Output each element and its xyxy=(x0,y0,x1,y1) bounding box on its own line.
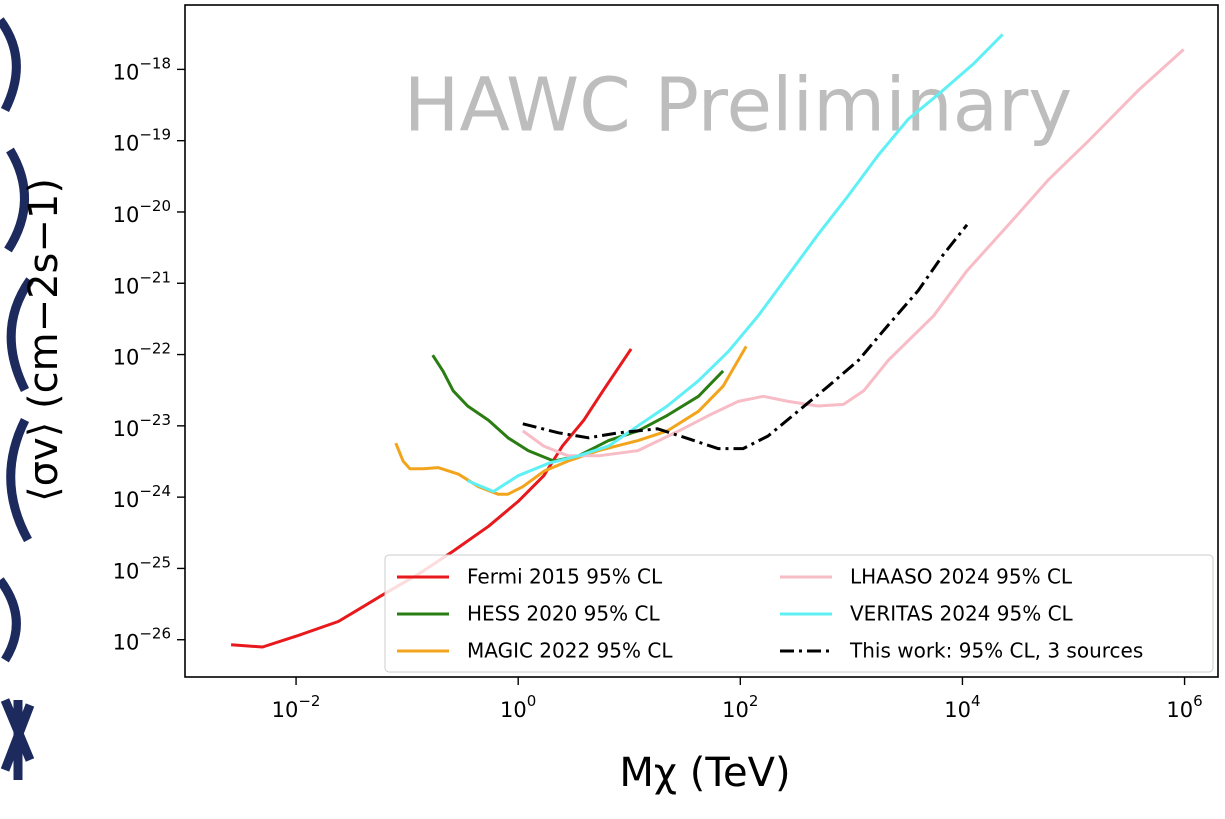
x-axis-label: Mχ (TeV) xyxy=(619,750,790,796)
y-tick-label: 10−23 xyxy=(113,410,171,441)
y-tick-label: 10−22 xyxy=(113,339,171,370)
legend-label: MAGIC 2022 95% CL xyxy=(467,639,673,663)
y-tick-label: 10−24 xyxy=(113,482,171,513)
decor-arc xyxy=(0,20,16,110)
legend: Fermi 2015 95% CL HESS 2020 95% CL MAGIC 2… xyxy=(385,555,1213,672)
legend-label: LHAASO 2024 95% CL xyxy=(850,565,1073,589)
y-tick-label: 10−19 xyxy=(113,125,171,156)
x-tick-label: 106 xyxy=(1166,692,1202,723)
y-axis-label: ⟨σv⟩ (cm−2s−1) xyxy=(21,178,67,502)
y-tick-label: 10−18 xyxy=(113,54,171,85)
x-tick-label: 102 xyxy=(722,692,758,723)
chart: HAWC Preliminary Mχ (TeV) ⟨σv⟩ (cm−2s−1)… xyxy=(0,0,1225,819)
legend-label: HESS 2020 95% CL xyxy=(467,602,660,626)
watermark: HAWC Preliminary xyxy=(404,63,1072,149)
x-tick-label: 10−2 xyxy=(272,692,321,723)
y-tick-label: 10−20 xyxy=(113,196,171,227)
y-tick-label: 10−26 xyxy=(113,624,171,655)
x-tick-label: 100 xyxy=(500,692,536,723)
legend-label: VERITAS 2024 95% CL xyxy=(850,602,1074,626)
y-tick-label: 10−21 xyxy=(113,268,171,299)
legend-label: Fermi 2015 95% CL xyxy=(467,565,663,589)
y-tick-label: 10−25 xyxy=(113,553,171,584)
legend-label: This work: 95% CL, 3 sources xyxy=(849,639,1143,663)
decor-star xyxy=(5,700,30,780)
decor-arc xyxy=(0,580,16,660)
x-tick-label: 104 xyxy=(944,692,980,723)
